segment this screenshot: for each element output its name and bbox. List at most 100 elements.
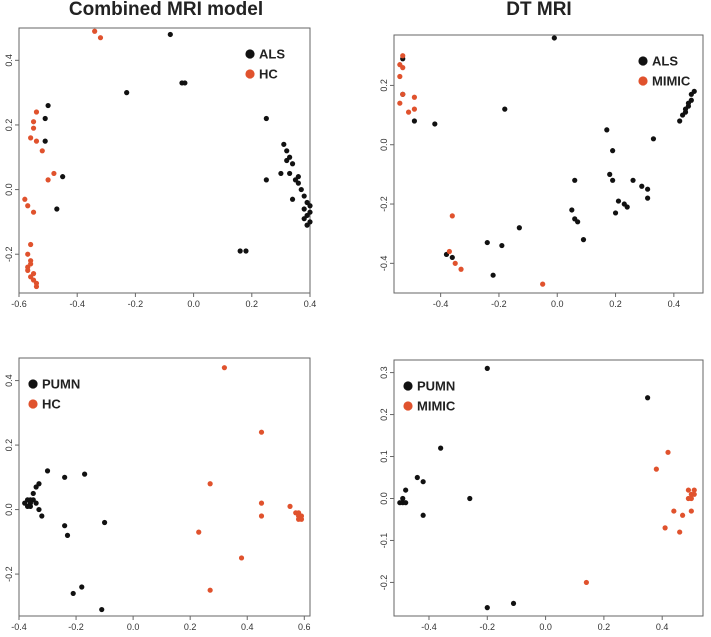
data-point <box>25 251 31 257</box>
data-point <box>645 195 651 201</box>
data-point <box>304 222 310 228</box>
data-point <box>645 395 651 401</box>
data-point <box>400 91 406 97</box>
x-tick-label: -0.2 <box>491 299 507 309</box>
y-tick-label: 0.0 <box>4 183 14 196</box>
x-tick-label: -0.4 <box>433 299 449 309</box>
data-point <box>30 119 37 125</box>
data-point <box>30 125 37 131</box>
x-tick-label: -0.4 <box>11 622 27 632</box>
data-point <box>51 170 57 177</box>
data-point <box>39 148 45 154</box>
data-point <box>60 174 66 180</box>
x-tick-label: 0.2 <box>246 299 259 309</box>
data-point <box>39 513 45 519</box>
y-tick-label: 0.2 <box>379 408 389 421</box>
data-point <box>420 512 426 518</box>
data-point <box>307 203 313 209</box>
data-point <box>400 53 406 59</box>
data-point <box>62 474 68 480</box>
data-point <box>677 118 683 124</box>
y-tick-label: -0.2 <box>4 566 14 582</box>
data-point <box>449 213 455 219</box>
data-point <box>25 267 31 273</box>
legend-marker <box>638 56 648 66</box>
chart-dt-mri: DT MRI <box>506 0 571 20</box>
legend-marker <box>638 76 648 86</box>
data-point <box>238 555 245 561</box>
data-point <box>671 508 677 514</box>
legend-label: HC <box>42 397 61 412</box>
data-point <box>295 180 301 186</box>
y-tick-label: -0.4 <box>379 256 389 272</box>
plot-frame <box>18 357 311 617</box>
data-point <box>624 204 630 210</box>
x-tick-label: -0.2 <box>480 622 496 632</box>
x-tick-label: -0.2 <box>128 299 144 309</box>
data-point <box>405 109 412 115</box>
data-point <box>33 138 40 144</box>
data-point <box>438 445 444 451</box>
data-point <box>207 587 213 593</box>
data-point <box>502 106 508 112</box>
data-point <box>263 177 269 183</box>
data-point <box>400 65 406 71</box>
x-tick-label: 0.0 <box>539 622 552 632</box>
data-point <box>467 495 473 502</box>
data-point <box>604 127 610 133</box>
x-tick-label: 0.4 <box>668 299 681 309</box>
x-tick-label: 0.2 <box>598 622 611 632</box>
data-point <box>27 500 34 506</box>
y-tick-label: -0.2 <box>379 196 389 212</box>
data-point <box>572 177 578 183</box>
data-point <box>677 529 683 535</box>
x-tick-label: 0.4 <box>656 622 669 632</box>
data-point <box>79 584 85 590</box>
plot-frame <box>393 359 704 617</box>
data-point <box>258 500 265 506</box>
x-tick-label: -0.6 <box>11 299 27 309</box>
x-tick-label: 0.2 <box>184 622 197 632</box>
chart-combined-mri: Combined MRI model <box>69 0 263 20</box>
data-point <box>124 90 130 96</box>
y-tick-label: 0.0 <box>4 503 14 516</box>
data-point <box>82 471 88 477</box>
data-point <box>484 605 490 611</box>
data-point <box>289 196 296 202</box>
data-point <box>36 481 42 487</box>
x-tick-label: 0.4 <box>304 299 317 309</box>
data-point <box>295 174 301 180</box>
legend-label: MIMIC <box>652 74 691 89</box>
data-point <box>516 225 522 231</box>
data-point <box>420 479 426 485</box>
data-point <box>685 100 692 106</box>
data-point <box>298 186 304 193</box>
data-point <box>688 508 694 514</box>
data-point <box>287 170 293 177</box>
data-point <box>682 109 689 115</box>
x-tick-label: 0.2 <box>609 299 622 309</box>
y-tick-label: 0.4 <box>4 374 14 387</box>
data-point <box>307 209 313 215</box>
data-point <box>287 503 293 509</box>
data-point <box>452 260 458 266</box>
data-point <box>691 88 697 94</box>
data-point <box>446 248 452 255</box>
data-point <box>411 94 418 100</box>
legend-label: PUMN <box>42 377 80 392</box>
data-point <box>607 171 613 177</box>
data-point <box>28 261 34 267</box>
data-point <box>458 266 464 272</box>
data-point <box>397 500 403 506</box>
data-point <box>569 207 575 213</box>
plot-frame <box>18 27 311 294</box>
data-point <box>397 100 403 106</box>
data-point <box>403 487 409 493</box>
data-point <box>196 529 202 535</box>
x-tick-label: 0.0 <box>187 299 200 309</box>
data-point <box>639 183 645 189</box>
data-point <box>45 177 51 183</box>
data-point <box>685 495 692 502</box>
data-point <box>510 600 517 607</box>
